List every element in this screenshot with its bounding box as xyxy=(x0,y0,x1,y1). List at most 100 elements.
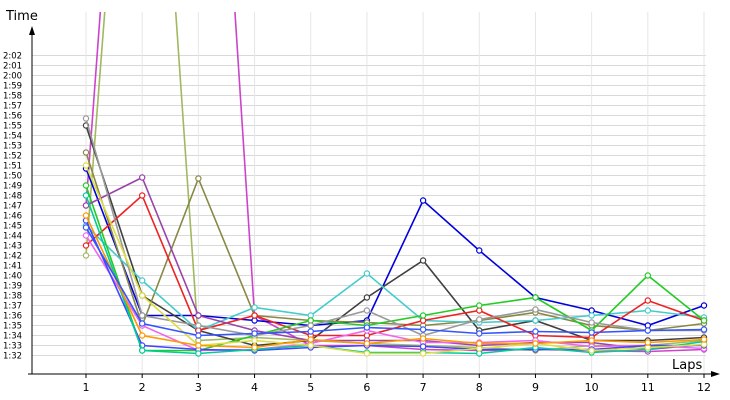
y-tick-label: 1:49 xyxy=(3,182,22,192)
x-tick-label: 3 xyxy=(195,381,202,394)
data-point xyxy=(251,330,258,337)
data-point xyxy=(532,328,539,335)
x-tick-label: 2 xyxy=(139,381,146,394)
data-point xyxy=(82,224,90,231)
data-point xyxy=(419,335,427,342)
data-point xyxy=(195,342,202,349)
data-point xyxy=(476,247,483,254)
y-tick-label: 1:59 xyxy=(3,82,22,92)
data-point xyxy=(532,317,539,324)
y-tick-label: 1:35 xyxy=(3,322,22,332)
data-point xyxy=(363,270,371,277)
data-point xyxy=(419,326,427,333)
data-point xyxy=(363,324,371,331)
data-point xyxy=(476,316,483,323)
y-tick-label: 1:48 xyxy=(3,192,22,202)
y-tick-label: 1:41 xyxy=(3,262,22,272)
data-point xyxy=(644,272,652,279)
data-point xyxy=(307,342,314,349)
data-point xyxy=(363,350,371,357)
y-tick-label: 1:40 xyxy=(3,272,22,282)
data-point xyxy=(700,336,708,343)
y-tick-label: 1:34 xyxy=(3,332,22,342)
data-point xyxy=(307,322,314,329)
x-tick-label: 6 xyxy=(363,381,370,394)
x-tick-label: 4 xyxy=(251,381,258,394)
data-point xyxy=(363,307,371,314)
data-point xyxy=(138,320,146,327)
data-point xyxy=(700,302,708,309)
x-tick-label: 11 xyxy=(641,381,655,394)
y-tick-label: 1:58 xyxy=(3,92,22,102)
series-line xyxy=(85,227,705,337)
data-point xyxy=(195,322,202,329)
data-point xyxy=(138,174,146,181)
x-tick-label: 12 xyxy=(697,381,711,394)
y-tick-label: 1:43 xyxy=(3,242,22,252)
data-point xyxy=(251,304,258,311)
data-point xyxy=(644,327,652,334)
x-tick-label: 7 xyxy=(420,381,427,394)
data-point xyxy=(588,319,595,326)
series-lines xyxy=(82,12,708,357)
y-tick-label: 1:45 xyxy=(3,222,22,232)
y-axis-arrow xyxy=(29,26,35,35)
y-tick-label: 2:01 xyxy=(3,62,22,72)
data-point xyxy=(82,212,90,219)
data-point xyxy=(82,149,90,156)
y-tick-label: 1:47 xyxy=(3,202,22,212)
data-point xyxy=(476,340,483,347)
data-point xyxy=(251,337,258,344)
series-line xyxy=(85,195,705,355)
y-tick-label: 1:44 xyxy=(3,232,22,242)
data-point xyxy=(138,312,146,319)
data-point xyxy=(82,192,90,199)
data-point xyxy=(138,292,146,299)
y-tick-label: 1:37 xyxy=(3,302,22,312)
data-point xyxy=(138,347,146,354)
data-point xyxy=(307,336,314,343)
data-point xyxy=(419,197,427,204)
data-point xyxy=(588,337,595,344)
data-point xyxy=(419,312,427,319)
data-point xyxy=(82,115,90,122)
tick-labels: 1:321:331:341:351:361:371:381:391:401:41… xyxy=(3,52,711,395)
data-point xyxy=(82,182,90,189)
y-tick-label: 1:33 xyxy=(3,342,22,352)
series-line xyxy=(85,224,705,332)
x-tick-label: 10 xyxy=(585,381,599,394)
data-point xyxy=(251,312,258,319)
y-tick-label: 1:53 xyxy=(3,142,22,152)
x-axis-label: Laps xyxy=(672,358,702,373)
data-point xyxy=(82,242,90,249)
data-point xyxy=(700,326,708,333)
data-point xyxy=(82,232,90,239)
x-tick-label: 1 xyxy=(83,381,90,394)
data-point xyxy=(644,297,652,304)
data-point xyxy=(82,162,90,169)
y-tick-label: 2:02 xyxy=(3,52,22,62)
y-tick-label: 1:54 xyxy=(3,132,22,142)
y-tick-label: 1:51 xyxy=(3,162,22,172)
data-point xyxy=(307,328,314,335)
data-point xyxy=(195,332,202,339)
y-tick-label: 1:32 xyxy=(3,352,22,362)
series-line xyxy=(85,165,705,355)
data-point xyxy=(532,340,539,347)
data-point xyxy=(138,332,146,339)
series-line xyxy=(85,215,705,349)
data-point xyxy=(82,202,90,209)
y-tick-label: 1:46 xyxy=(3,212,22,222)
data-point xyxy=(588,347,595,354)
data-point xyxy=(476,330,483,337)
data-point xyxy=(532,306,539,313)
y-tick-label: 2:00 xyxy=(3,72,22,82)
data-point xyxy=(588,312,595,319)
data-point xyxy=(700,317,708,324)
x-tick-label: 8 xyxy=(476,381,483,394)
series-line xyxy=(85,220,704,352)
y-tick-label: 1:52 xyxy=(3,152,22,162)
series-line xyxy=(85,235,705,352)
data-point xyxy=(138,192,146,199)
data-point xyxy=(419,257,427,264)
